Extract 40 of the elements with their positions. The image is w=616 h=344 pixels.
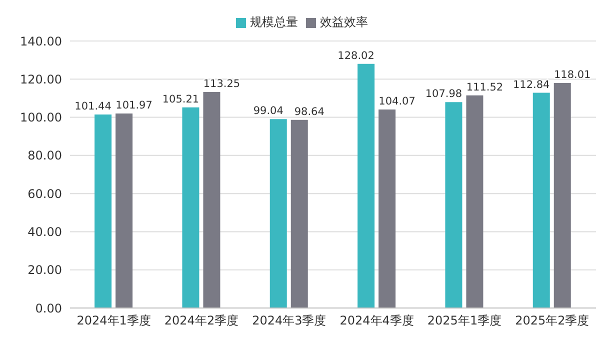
data-label: 99.04 — [253, 105, 284, 118]
data-label: 128.02 — [338, 50, 374, 62]
data-label: 112.84 — [513, 78, 550, 91]
x-tick-label: 2024年1季度 — [76, 314, 151, 328]
data-label: 98.64 — [294, 106, 325, 118]
x-tick-label: 2024年4季度 — [340, 314, 414, 328]
y-tick-label: 40.00 — [28, 224, 62, 239]
y-tick-label: 120.00 — [20, 72, 62, 86]
bar — [378, 110, 396, 308]
bar — [445, 102, 462, 308]
data-label: 111.52 — [466, 81, 504, 94]
legend-label: 效益效率 — [320, 14, 368, 31]
data-label: 107.98 — [425, 88, 462, 100]
data-label: 104.07 — [378, 96, 416, 108]
y-tick-label: 20.00 — [28, 263, 62, 278]
data-label: 105.21 — [162, 93, 200, 106]
bar — [358, 64, 375, 308]
x-tick-label: 2024年2季度 — [164, 314, 239, 328]
bar — [466, 95, 484, 308]
data-label: 101.44 — [74, 100, 112, 113]
y-tick-label: 80.00 — [28, 148, 62, 163]
bar — [203, 92, 220, 308]
data-label: 101.97 — [116, 100, 152, 112]
y-tick-label: 140.00 — [20, 34, 62, 48]
bar — [182, 107, 200, 308]
bar — [554, 82, 571, 308]
bar — [270, 119, 287, 308]
bar — [290, 120, 308, 308]
data-label: 113.25 — [203, 78, 240, 90]
y-tick-label: 0.00 — [35, 301, 62, 316]
bar — [532, 92, 550, 308]
bar — [116, 114, 133, 308]
y-tick-label: 100.00 — [20, 110, 62, 125]
x-tick-label: 2025年2季度 — [515, 314, 590, 328]
x-tick-label: 2024年3季度 — [252, 314, 326, 328]
data-label: 118.01 — [554, 68, 591, 81]
y-tick-label: 60.00 — [28, 186, 62, 201]
bar — [94, 114, 112, 308]
x-tick-label: 2025年1季度 — [427, 314, 502, 328]
legend-label: 规模总量 — [250, 14, 298, 31]
